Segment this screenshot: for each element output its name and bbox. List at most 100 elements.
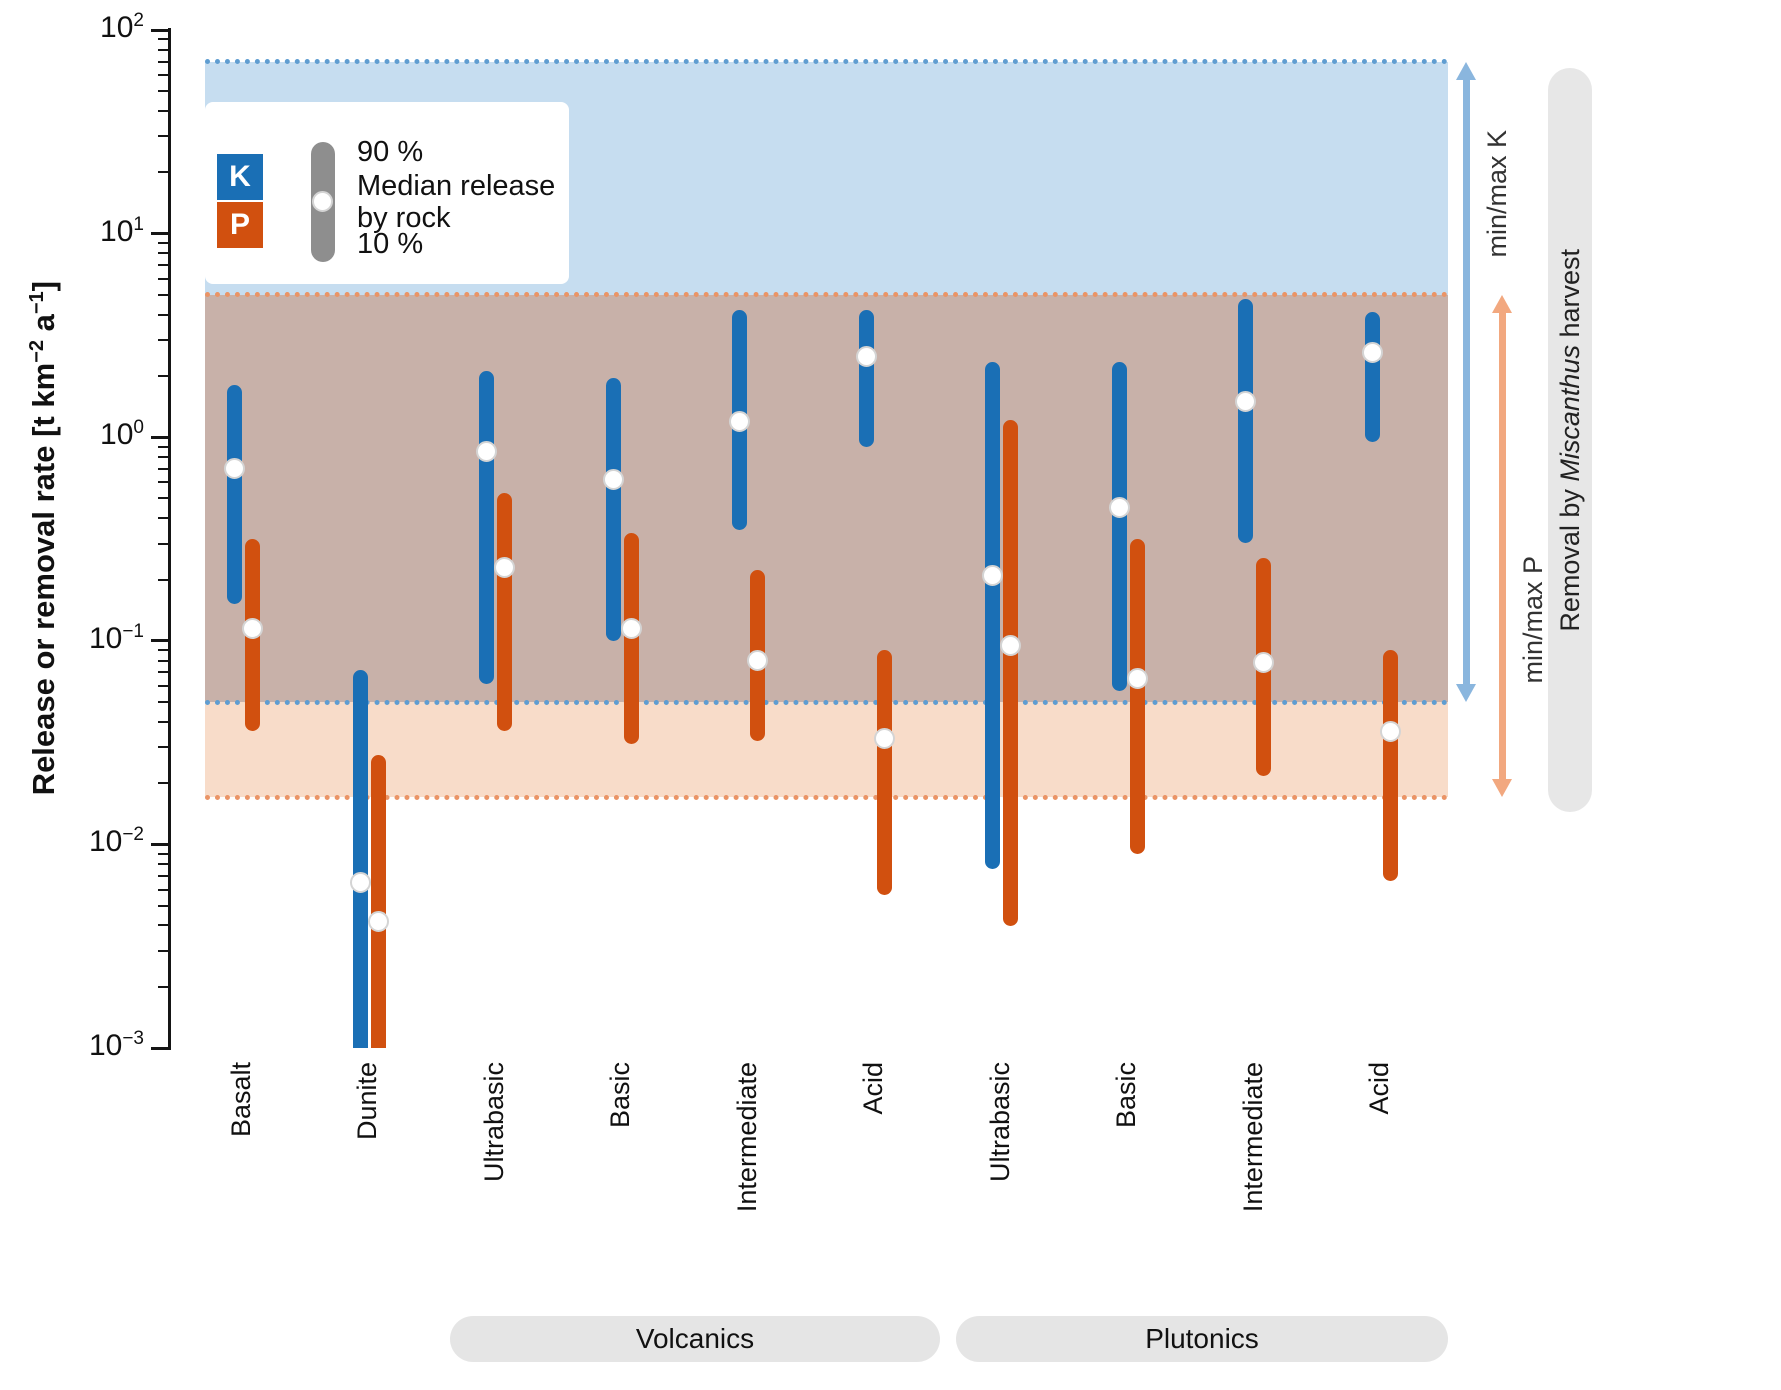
minmax-k-arrow-up-head xyxy=(1456,61,1476,80)
y-minor-tick xyxy=(158,241,170,244)
x-tick-label-intermediate-4: Intermediate xyxy=(731,1062,762,1213)
y-minor-tick xyxy=(158,985,170,988)
y-tick-label: 101 xyxy=(100,213,144,248)
y-minor-tick xyxy=(158,852,170,855)
y-minor-tick xyxy=(158,171,170,174)
y-minor-tick xyxy=(158,659,170,662)
x-tick-label-basic-3: Basic xyxy=(605,1062,636,1129)
range-bar-p-intermediate-4 xyxy=(747,570,769,742)
y-minor-tick xyxy=(158,542,170,545)
minmax-k-label: min/max K xyxy=(1482,130,1512,258)
y-tick-label: 10−2 xyxy=(88,824,144,859)
median-marker-p-4 xyxy=(747,650,769,672)
range-bar-p-acid-9 xyxy=(1379,650,1401,881)
y-minor-tick xyxy=(158,135,170,138)
minmax-p-arrow-line xyxy=(1498,308,1506,784)
y-major-tick xyxy=(151,842,170,846)
range-bar-k-acid-5 xyxy=(855,309,877,447)
median-marker-k-6 xyxy=(982,564,1004,586)
band-p-min-dotted-line xyxy=(205,794,1448,800)
legend-p-swatch: P xyxy=(217,202,263,248)
y-minor-tick xyxy=(158,863,170,866)
range-bar-k-basic-3 xyxy=(602,377,624,642)
x-tick-label-acid-9: Acid xyxy=(1364,1062,1395,1115)
y-minor-tick xyxy=(158,293,170,296)
median-marker-k-8 xyxy=(1235,390,1257,412)
y-minor-tick xyxy=(158,455,170,458)
range-bar-p-intermediate-8 xyxy=(1253,558,1275,776)
x-tick-label-dunite-1: Dunite xyxy=(352,1062,383,1141)
median-marker-p-8 xyxy=(1253,652,1275,674)
y-tick-label: 100 xyxy=(100,417,144,452)
y-minor-tick xyxy=(158,874,170,877)
median-marker-p-3 xyxy=(620,617,642,639)
minmax-p-label: min/max P xyxy=(1518,556,1548,684)
range-bar-p-ultrabasic-6 xyxy=(1000,419,1022,927)
y-minor-tick xyxy=(158,517,170,520)
range-bar-k-intermediate-8 xyxy=(1235,299,1257,543)
y-minor-tick xyxy=(158,74,170,77)
band-k-min-dotted-line xyxy=(205,699,1448,705)
range-bar-k-acid-9 xyxy=(1361,311,1383,443)
y-axis-title-post: ] xyxy=(26,281,62,292)
y-minor-tick xyxy=(158,888,170,891)
median-marker-p-2 xyxy=(494,556,516,578)
range-bar-p-basic-7 xyxy=(1126,538,1148,854)
x-tick-label-ultrabasic-2: Ultrabasic xyxy=(478,1062,509,1183)
y-minor-tick xyxy=(158,746,170,749)
range-bar-k-intermediate-4 xyxy=(729,309,751,531)
legend: K P 90 % Median release by rock 10 % xyxy=(205,102,569,284)
y-axis-title: Release or removal rate [t km−2 a−1] xyxy=(26,188,62,888)
removal-label-post: harvest xyxy=(1554,248,1585,345)
y-minor-tick xyxy=(158,90,170,93)
removal-label-pre: Removal by xyxy=(1554,481,1585,632)
legend-median-line1: Median release xyxy=(357,170,556,202)
range-bar-k-basalt-0 xyxy=(223,385,245,605)
y-minor-tick xyxy=(158,481,170,484)
plot-area xyxy=(170,30,1448,1048)
y-minor-tick xyxy=(158,48,170,51)
median-marker-p-6 xyxy=(1000,634,1022,656)
y-axis-title-pre: Release or removal rate [t km xyxy=(26,362,62,796)
median-marker-p-7 xyxy=(1126,668,1148,690)
range-bar-p-acid-5 xyxy=(873,650,895,895)
y-minor-tick xyxy=(158,701,170,704)
legend-10-percent-label: 10 % xyxy=(357,228,424,260)
median-marker-k-3 xyxy=(602,468,624,490)
minmax-k-arrow-line xyxy=(1462,75,1470,689)
y-minor-tick xyxy=(158,904,170,907)
y-minor-tick xyxy=(158,264,170,267)
y-minor-tick xyxy=(158,720,170,723)
y-minor-tick xyxy=(158,671,170,674)
group-label-volcanics: Volcanics xyxy=(450,1316,940,1362)
removal-by-miscanthus-label: Removal by Miscanthus harvest xyxy=(1555,249,1586,632)
y-minor-tick xyxy=(158,924,170,927)
removal-label-species: Miscanthus xyxy=(1554,344,1585,482)
removal-capsule: Removal by Miscanthus harvest xyxy=(1548,68,1592,812)
y-major-tick xyxy=(151,435,170,439)
median-marker-p-0 xyxy=(241,617,263,639)
range-bar-p-ultrabasic-2 xyxy=(494,493,516,732)
median-marker-k-9 xyxy=(1361,342,1383,364)
legend-median-line2: by rock xyxy=(357,202,451,235)
range-bar-p-dunite-1 xyxy=(367,754,389,1048)
legend-k-swatch: K xyxy=(217,154,263,200)
band-k-max-dotted-line xyxy=(205,59,1448,65)
band-p-only xyxy=(205,702,1448,798)
y-minor-tick xyxy=(158,374,170,377)
y-axis-title-sup-a: −1 xyxy=(25,291,48,315)
minmax-k-arrow-down-head xyxy=(1456,684,1476,703)
median-marker-p-9 xyxy=(1379,720,1401,742)
y-axis-title-mid: a xyxy=(26,314,62,341)
x-tick-label-ultrabasic-6: Ultrabasic xyxy=(984,1062,1015,1183)
y-minor-tick xyxy=(158,684,170,687)
y-minor-tick xyxy=(158,277,170,280)
y-major-tick xyxy=(151,232,170,236)
range-bar-p-basic-3 xyxy=(620,532,642,744)
median-marker-k-1 xyxy=(349,871,371,893)
minmax-p-arrow-down-head xyxy=(1492,779,1512,798)
y-major-tick xyxy=(151,28,170,32)
y-tick-label: 10−1 xyxy=(88,620,144,655)
y-axis-title-sup-km: −2 xyxy=(25,340,48,363)
